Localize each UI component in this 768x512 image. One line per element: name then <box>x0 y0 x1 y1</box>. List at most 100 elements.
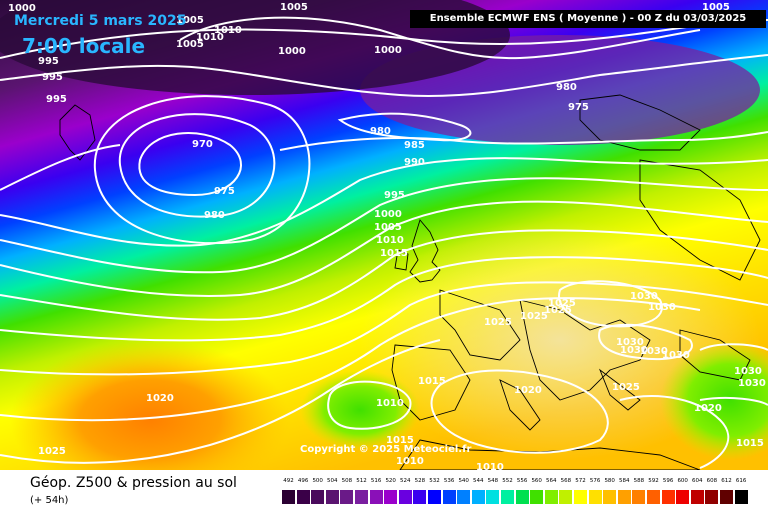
isobar-label: 995 <box>38 56 59 67</box>
legend-label: 592 <box>648 478 659 484</box>
forecast-time: 7:00 locale <box>22 34 146 58</box>
legend-label: 540 <box>458 478 469 484</box>
legend-swatch <box>398 490 412 504</box>
copyright-notice: Copyright © 2025 Meteociel.fr <box>300 444 472 455</box>
legend-label: 536 <box>443 478 455 484</box>
coastlines <box>59 94 761 470</box>
isobar-label: 1025 <box>548 298 576 309</box>
legend-label: 496 <box>297 478 309 484</box>
isobar-label: 995 <box>42 72 63 83</box>
legend-swatch <box>428 490 441 504</box>
isobar-label: 1030 <box>616 337 644 348</box>
isobar-label: 1015 <box>736 438 764 449</box>
isobar-label: 1000 <box>278 46 306 57</box>
legend-swatch <box>588 490 602 504</box>
legend-swatch <box>632 490 646 504</box>
isobar-label: 975 <box>214 186 235 197</box>
legend-label: 604 <box>692 478 703 484</box>
legend-swatch <box>530 490 544 504</box>
legend-label: 528 <box>414 478 426 484</box>
legend-label: 556 <box>516 478 528 484</box>
isobar-label: 980 <box>556 82 577 93</box>
isobar-label: 1015 <box>418 376 446 387</box>
isobar-label: 1005 <box>374 222 402 233</box>
footer: Géop. Z500 & pression au sol (+ 54h) <box>0 470 768 512</box>
isobar-label: 985 <box>404 140 425 151</box>
orange-hotspot <box>10 340 290 470</box>
legend-label: 612 <box>721 478 732 484</box>
green-east <box>660 340 768 460</box>
isobar-label: 1010 <box>376 398 404 409</box>
legend-label: 596 <box>662 478 674 484</box>
legend-label: 544 <box>473 478 484 484</box>
forecast-date: Mercredi 5 mars 2025 <box>14 13 187 29</box>
isobar-label: 1005 <box>176 15 204 26</box>
isobar-label: 990 <box>404 157 425 168</box>
legend-swatch <box>442 490 456 504</box>
dark-purple-cap <box>0 0 510 95</box>
legend-swatch <box>471 490 485 504</box>
isobar-label: 1015 <box>386 435 414 446</box>
legend-label: 492 <box>283 478 294 484</box>
isobar-label: 1030 <box>648 302 676 313</box>
legend-swatch <box>413 490 427 504</box>
isobar-label: 1025 <box>544 305 572 316</box>
legend-label: 504 <box>327 478 338 484</box>
isobar-label: 995 <box>384 190 405 201</box>
legend-swatch <box>457 490 471 504</box>
legend-label: 548 <box>487 478 499 484</box>
legend-swatch <box>705 490 719 504</box>
legend-swatch <box>734 490 748 504</box>
isobar-label: 975 <box>568 102 589 113</box>
forecast-lead-time: (+ 54h) <box>30 495 69 506</box>
legend-label: 608 <box>706 478 718 484</box>
isobar-label: 995 <box>46 94 67 105</box>
legend-swatch <box>296 490 310 504</box>
isobar-label: 1000 <box>374 45 402 56</box>
legend-label: 600 <box>677 478 688 484</box>
isobar-label: 1010 <box>376 235 404 246</box>
isobar-label: 1025 <box>520 311 548 322</box>
isobar-label: 1025 <box>38 446 66 457</box>
isobar-label: 1020 <box>694 403 722 414</box>
legend-swatch <box>617 490 631 504</box>
legend-label: 524 <box>400 478 411 484</box>
chart-title: Géop. Z500 & pression au sol <box>30 475 237 491</box>
isobar-label: 1005 <box>176 39 204 50</box>
isobar-label: 1020 <box>514 385 542 396</box>
legend-swatch <box>486 490 500 504</box>
color-legend: 492 496 500 504 508 512 516 520 524 528 532 536 540 5… <box>282 478 750 506</box>
isobar-label: 1025 <box>612 382 640 393</box>
isobar-label: 1010 <box>196 32 224 43</box>
legend-swatch <box>720 490 733 504</box>
isobar-label: 1030 <box>662 350 690 361</box>
legend-label: 564 <box>546 478 557 484</box>
isobar-label: 1020 <box>146 393 174 404</box>
legend-swatch <box>369 490 383 504</box>
legend-swatch <box>661 490 675 504</box>
legend-swatch <box>544 490 558 504</box>
legend-label: 568 <box>560 478 572 484</box>
legend-label: 560 <box>531 478 542 484</box>
legend-label: 584 <box>619 478 630 484</box>
legend-label: 508 <box>341 478 353 484</box>
legend-label: 616 <box>735 478 747 484</box>
model-run-banner: Ensemble ECMWF ENS ( Moyenne ) - 00 Z du… <box>410 10 766 28</box>
isobar-label: 970 <box>192 139 213 150</box>
legend-swatch <box>501 490 514 504</box>
legend-label: 500 <box>312 478 323 484</box>
isobar-lines <box>0 16 768 469</box>
legend-swatch <box>311 490 325 504</box>
legend-label: 512 <box>356 478 367 484</box>
legend-swatch <box>690 490 704 504</box>
legend-swatch <box>676 490 690 504</box>
isobar-label: 1005 <box>702 2 730 13</box>
isobar-label: 1025 <box>484 317 512 328</box>
isobar-label: 980 <box>204 210 225 221</box>
legend-swatch <box>647 490 660 504</box>
legend-label: 552 <box>502 478 513 484</box>
isobar-label: 1030 <box>620 345 648 356</box>
legend-label: 516 <box>370 478 382 484</box>
legend-swatch <box>325 490 339 504</box>
isobar-label: 1030 <box>734 366 762 377</box>
